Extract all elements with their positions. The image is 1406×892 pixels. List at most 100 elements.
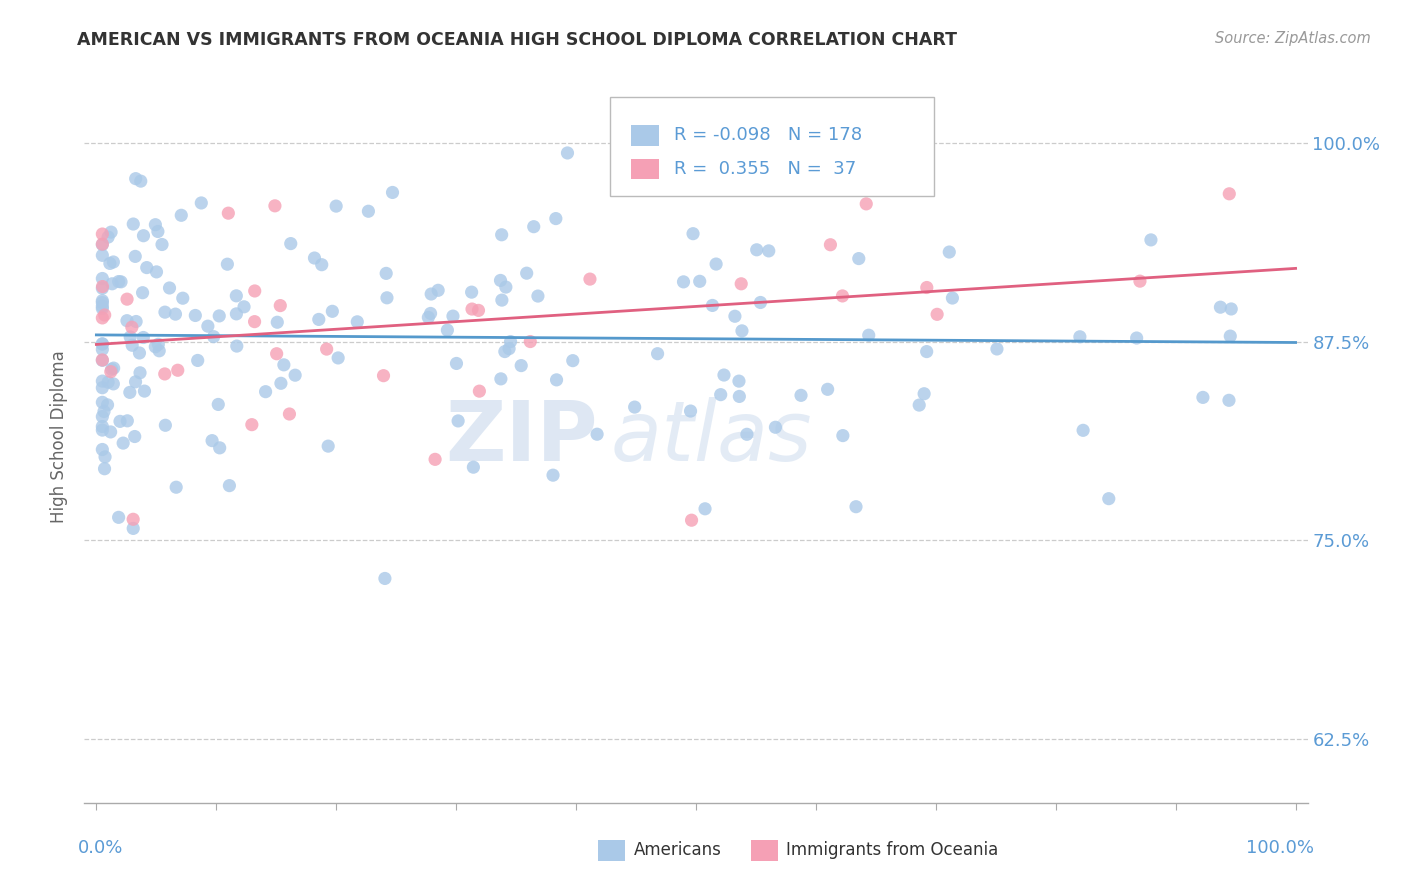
Point [115,314,138,328]
Point [1192,391,1215,405]
Point [243,315,266,329]
Point [541,468,564,483]
Point [128,346,150,360]
Point [91,353,114,368]
Point [544,211,567,226]
Point [489,273,512,287]
Point [494,344,516,359]
Point [122,521,145,535]
Point [132,330,155,344]
Point [165,307,187,321]
Point [264,199,287,213]
Point [266,315,288,329]
Point [546,373,568,387]
Point [311,258,333,272]
Point [148,337,170,351]
Point [908,398,931,412]
Point [858,328,880,343]
Point [124,249,146,263]
Point [273,358,295,372]
Point [489,372,512,386]
Point [735,427,758,442]
Point [98,256,121,270]
Point [728,389,751,403]
Point [225,307,247,321]
Point [749,295,772,310]
Point [491,227,513,242]
Point [689,274,711,288]
Point [557,145,579,160]
Text: atlas: atlas [610,397,813,477]
Point [217,257,239,271]
Point [1220,301,1243,316]
Point [579,272,602,286]
Point [172,291,194,305]
Point [91,353,114,368]
Point [375,266,398,280]
Point [1071,423,1094,437]
Point [375,291,398,305]
Point [315,342,337,356]
Point [103,255,125,269]
Point [150,237,173,252]
Point [91,337,114,351]
Point [523,219,546,234]
Point [208,441,231,455]
Point [91,395,114,409]
Point [499,334,522,349]
Point [357,204,380,219]
Point [218,478,240,492]
Point [91,442,114,457]
Point [381,186,404,200]
Point [831,428,853,442]
Point [516,266,538,280]
Point [117,414,139,428]
Point [91,237,114,252]
Point [94,450,117,464]
Point [373,368,395,383]
Point [97,230,120,244]
Text: Source: ZipAtlas.com: Source: ZipAtlas.com [1215,31,1371,46]
Point [93,308,115,322]
Point [115,292,138,306]
Point [217,206,239,220]
Point [730,277,752,291]
Text: 100.0%: 100.0% [1246,839,1313,857]
Point [103,376,125,391]
Point [731,324,754,338]
Point [679,404,702,418]
Point [941,291,963,305]
Point [682,227,704,241]
Point [436,323,458,337]
Point [91,237,114,252]
Point [225,339,247,353]
Point [491,293,513,307]
Point [91,337,114,351]
Point [107,510,129,524]
Point [153,367,176,381]
Point [346,315,368,329]
Point [153,305,176,319]
Text: Immigrants from Oceania: Immigrants from Oceania [786,841,998,859]
Point [145,265,167,279]
Point [441,309,464,323]
Point [110,275,132,289]
Point [986,342,1008,356]
Point [423,452,446,467]
Point [460,285,482,300]
Point [91,299,114,313]
Point [103,361,125,376]
Point [190,196,212,211]
Point [91,374,114,388]
Point [91,271,114,285]
Bar [751,840,778,861]
Point [316,439,339,453]
Point [121,320,143,334]
Point [325,199,347,213]
Point [498,342,520,356]
Bar [598,840,626,861]
Text: R =  0.355   N =  37: R = 0.355 N = 37 [673,161,856,178]
Point [100,362,122,376]
Point [120,330,142,344]
Point [710,387,733,401]
